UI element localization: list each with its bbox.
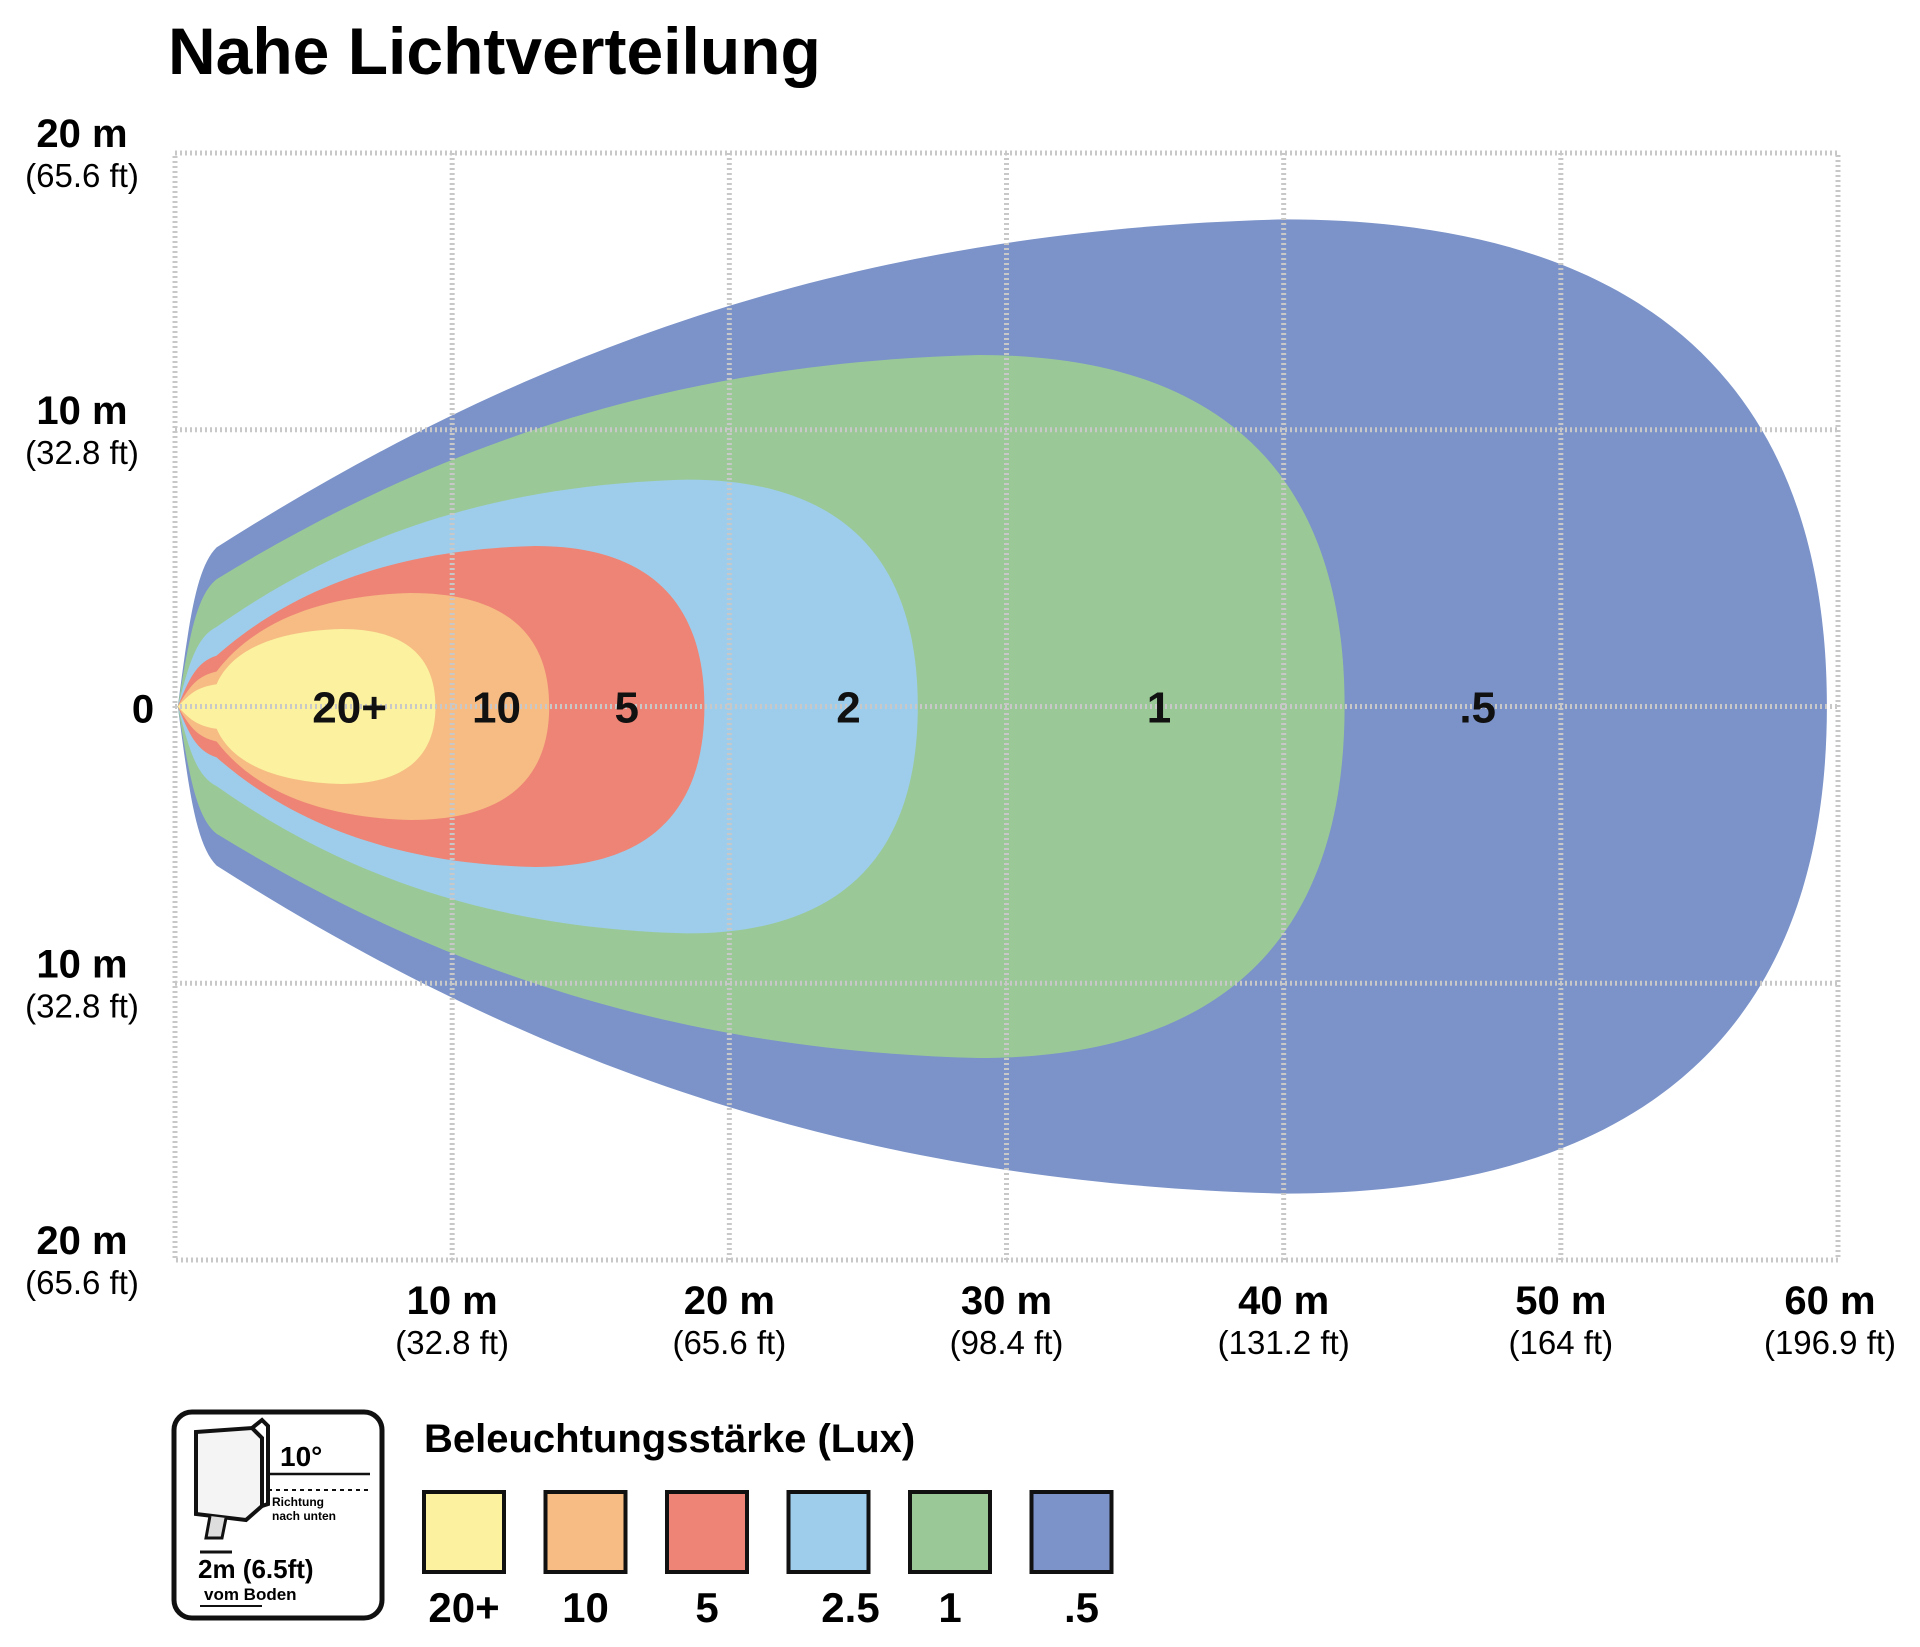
x-tick-label: 20 m xyxy=(684,1279,775,1323)
x-tick-label: 40 m xyxy=(1238,1279,1329,1323)
y-tick-label: 20 m xyxy=(36,112,127,156)
zone-label: 1 xyxy=(1147,684,1171,733)
legend-label: 1 xyxy=(938,1584,961,1631)
y-tick-label: 20 m xyxy=(36,1219,127,1263)
lamp-icon xyxy=(194,1417,270,1554)
x-tick-sublabel: (164 ft) xyxy=(1509,1324,1614,1361)
x-tick-sublabel: (65.6 ft) xyxy=(672,1324,786,1361)
y-tick-sublabel: (65.6 ft) xyxy=(25,157,139,194)
zone-label: 5 xyxy=(615,684,639,733)
zone-label: 2 xyxy=(836,684,860,733)
mount-direction-1: Richtung xyxy=(272,1495,324,1509)
mount-direction-2: nach unten xyxy=(272,1509,336,1523)
x-tick-sublabel: (196.9 ft) xyxy=(1764,1324,1896,1361)
y-axis-ticks: 20 m(65.6 ft)10 m(32.8 ft)010 m(32.8 ft)… xyxy=(25,112,154,1301)
legend-label: 20+ xyxy=(428,1584,499,1631)
legend-swatch xyxy=(1029,1490,1114,1574)
x-axis-ticks: 10 m(32.8 ft) 20 m(65.6 ft) 30 m(98.4 ft) 4… xyxy=(395,1279,1896,1361)
mount-angle: 10° xyxy=(280,1441,322,1472)
legend-swatch xyxy=(422,1490,506,1574)
mount-height-sub: vom Boden xyxy=(204,1585,297,1604)
y-tick-label: 10 m xyxy=(36,942,127,986)
legend-label: .5 xyxy=(1064,1584,1099,1631)
legend-swatch xyxy=(543,1490,628,1574)
x-tick-sublabel: (32.8 ft) xyxy=(395,1324,509,1361)
zone-label: 20+ xyxy=(312,684,387,733)
mount-height: 2m (6.5ft) xyxy=(198,1554,314,1584)
x-tick-label: 60 m xyxy=(1784,1279,1875,1323)
legend-label: 2.5 xyxy=(821,1584,879,1631)
zone-label: 10 xyxy=(472,684,521,733)
y-tick-sublabel: (65.6 ft) xyxy=(25,1264,139,1301)
legend-swatch xyxy=(665,1490,749,1574)
y-tick-label: 0 xyxy=(132,688,154,732)
legend-label: 10 xyxy=(562,1584,609,1631)
zone-label: .5 xyxy=(1459,684,1496,733)
grid-layer xyxy=(172,150,1841,1263)
legend-swatch xyxy=(908,1490,992,1574)
x-tick-label: 30 m xyxy=(961,1279,1052,1323)
legend-swatch xyxy=(786,1490,871,1574)
y-tick-sublabel: (32.8 ft) xyxy=(25,987,139,1024)
x-tick-sublabel: (98.4 ft) xyxy=(950,1324,1064,1361)
mount-icon: 10° Richtung nach unten 2m (6.5ft) vom B… xyxy=(171,1409,385,1621)
zone-labels-layer: .5 1 2 5 10 20+ xyxy=(312,684,1496,733)
legend: 20+ 10 5 2.5 1 .5 xyxy=(422,1490,1114,1631)
x-tick-label: 50 m xyxy=(1515,1279,1606,1323)
y-tick-label: 10 m xyxy=(36,389,127,433)
x-tick-label: 10 m xyxy=(407,1279,498,1323)
y-tick-sublabel: (32.8 ft) xyxy=(25,434,139,471)
x-tick-sublabel: (131.2 ft) xyxy=(1218,1324,1350,1361)
legend-title: Beleuchtungsstärke (Lux) xyxy=(424,1417,915,1461)
legend-label: 5 xyxy=(695,1584,718,1631)
chart-title: Nahe Lichtverteilung xyxy=(168,14,821,88)
